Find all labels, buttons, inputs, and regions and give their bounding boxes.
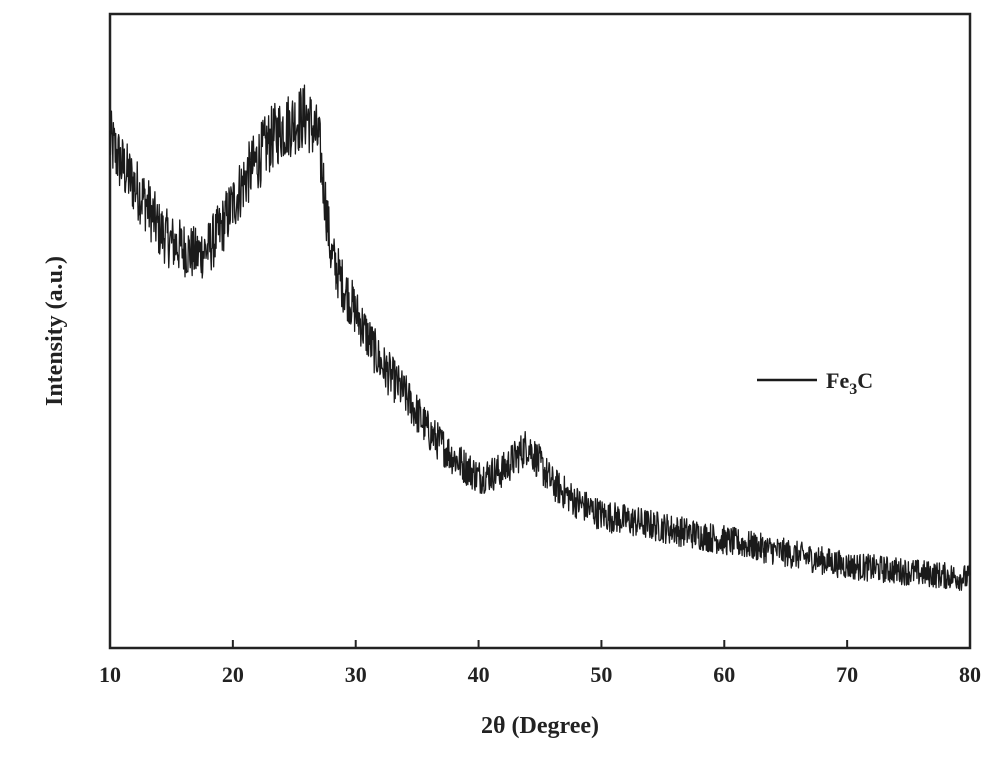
series-line-0: [109, 84, 971, 591]
legend-label-tail: C: [857, 368, 873, 393]
x-tick-label: 10: [99, 662, 121, 687]
x-tick-label: 40: [468, 662, 490, 687]
x-axis-ticks: 10 20 30 40 50 60 70 80: [99, 640, 981, 687]
legend-label-main: Fe: [826, 368, 849, 393]
x-tick-label: 20: [222, 662, 244, 687]
series-layer: [109, 84, 971, 591]
x-axis-title: 2θ (Degree): [481, 713, 599, 739]
x-tick-label: 70: [836, 662, 858, 687]
x-tick-label: 80: [959, 662, 981, 687]
plot-frame: [108, 12, 972, 650]
x-tick-label: 50: [590, 662, 612, 687]
legend: Fe3C: [757, 368, 873, 398]
x-tick-label: 30: [345, 662, 367, 687]
legend-label-fe3c: Fe3C: [826, 368, 873, 398]
x-tick-label: 60: [713, 662, 735, 687]
legend-label-subscript: 3: [849, 381, 857, 398]
y-axis-title: Intensity (a.u.): [42, 256, 68, 406]
